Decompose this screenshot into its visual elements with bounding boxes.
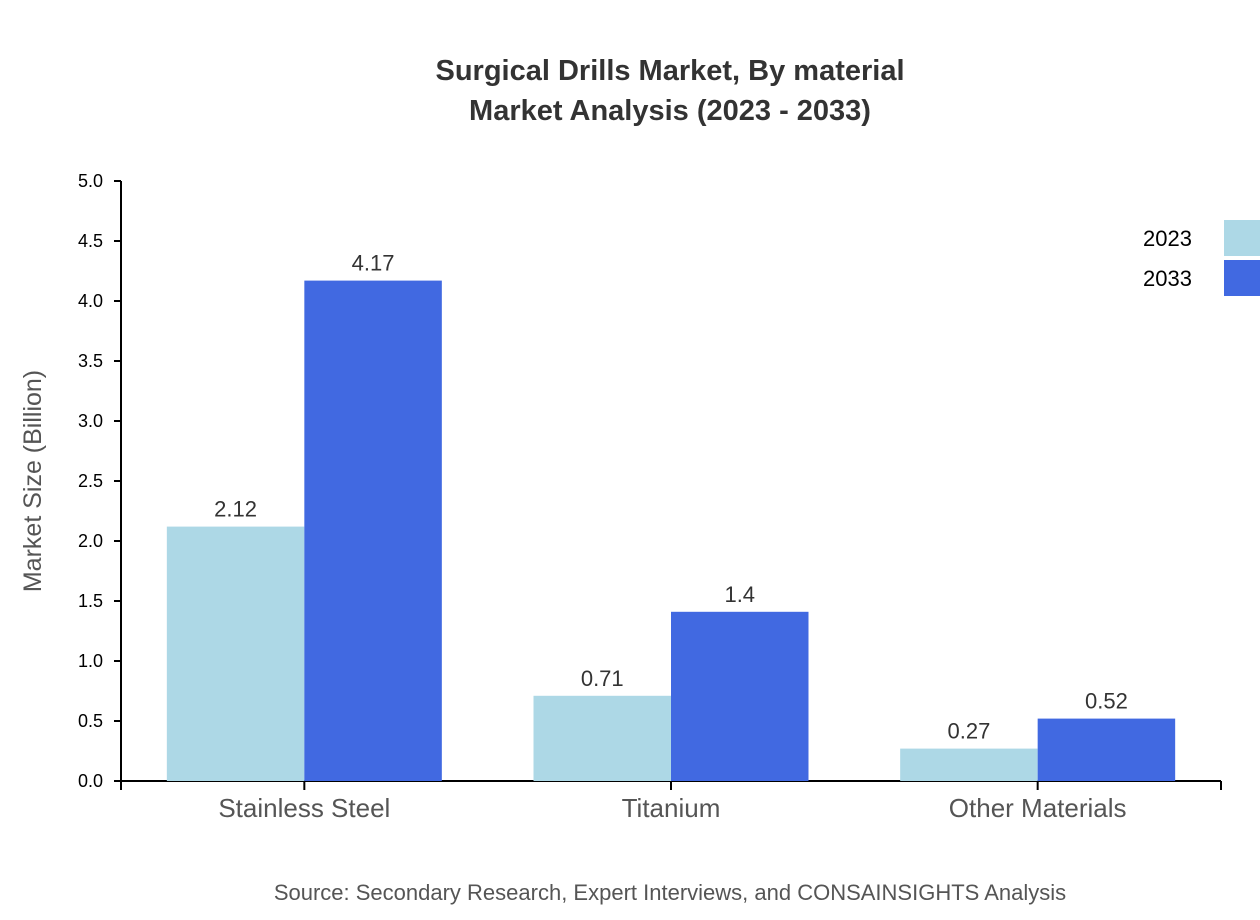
x-tick-label: Stainless Steel [218,793,390,823]
bar-2023 [166,526,305,781]
bar-value-label: 2.12 [214,497,257,522]
bar-value-label: 0.71 [581,666,624,691]
y-tick-label: 4.0 [78,291,103,311]
bar-2033 [671,611,809,781]
bar-value-label: 0.27 [948,719,991,744]
legend-swatch [1224,220,1260,256]
bar-2033 [304,280,442,781]
chart-subtitle: Market Analysis (2023 - 2033) [469,95,871,127]
y-tick-label: 5.0 [78,171,103,191]
y-tick-label: 2.5 [78,471,103,491]
legend-label: 2033 [1143,266,1192,291]
bar-value-label: 1.4 [724,582,755,607]
legend-label: 2023 [1143,226,1192,251]
bar-2023 [533,695,671,781]
bar-value-label: 0.52 [1085,689,1128,714]
y-tick-label: 0.0 [78,771,103,791]
legend-swatch [1224,260,1260,296]
y-tick-label: 2.0 [78,531,103,551]
x-tick-label: Titanium [622,793,721,823]
bar-2023 [900,748,1038,781]
chart-title: Surgical Drills Market, By material [435,55,904,87]
y-tick-label: 4.5 [78,231,103,251]
x-tick-label: Other Materials [949,793,1127,823]
y-tick-label: 3.0 [78,411,103,431]
source-note: Source: Secondary Research, Expert Inter… [274,880,1066,905]
y-tick-label: 1.5 [78,591,103,611]
y-axis-label: Market Size (Billion) [19,370,47,592]
y-tick-label: 1.0 [78,651,103,671]
y-tick-label: 3.5 [78,351,103,371]
bar-2033 [1037,718,1176,781]
y-tick-label: 0.5 [78,711,103,731]
bar-value-label: 4.17 [352,251,395,276]
